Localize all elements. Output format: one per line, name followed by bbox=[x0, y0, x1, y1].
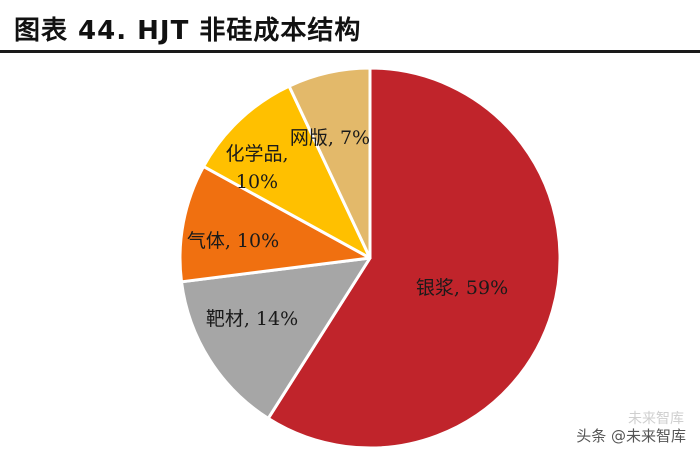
watermark: 头条 @未来智库 bbox=[576, 427, 686, 445]
pie-slice-3 bbox=[178, 164, 372, 284]
pie-slice-4 bbox=[202, 84, 372, 260]
title-divider bbox=[0, 50, 700, 53]
slice-label-3: 气体, 10% bbox=[187, 230, 279, 252]
title-bar: 图表 44. HJT 非硅成本结构 bbox=[0, 0, 700, 54]
watermark-faint: 未来智库 bbox=[628, 411, 684, 427]
slice-label-2: 靶材, 14% bbox=[206, 308, 298, 330]
slice-label-5: 网版, 7% bbox=[290, 127, 370, 149]
slice-label-1: 银浆, 59% bbox=[416, 277, 508, 299]
chart-title: 图表 44. HJT 非硅成本结构 bbox=[14, 16, 362, 46]
slice-label-4: 化学品, 10% bbox=[225, 143, 288, 193]
pie-slice-2 bbox=[179, 256, 372, 420]
pie-slice-5 bbox=[287, 66, 372, 260]
pie-slice-1 bbox=[266, 66, 562, 450]
